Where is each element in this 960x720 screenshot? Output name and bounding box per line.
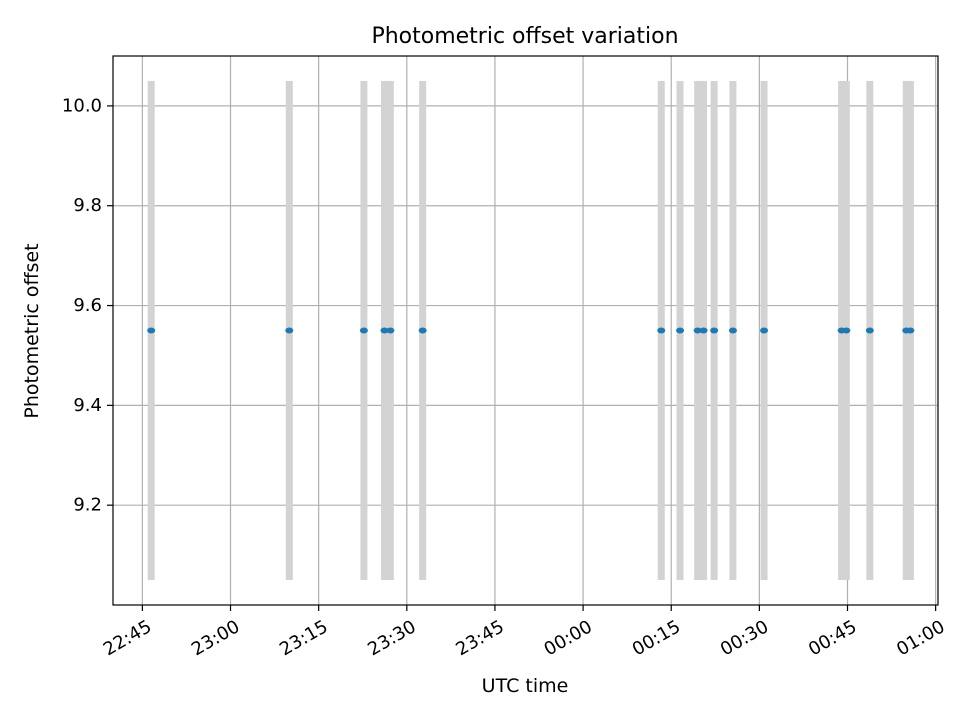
y-tick-label: 9.6 [73, 295, 102, 316]
y-tick-label: 10.0 [62, 95, 102, 116]
data-point [699, 327, 708, 334]
data-point [865, 327, 874, 334]
data-point [693, 327, 702, 334]
data-point [676, 327, 685, 334]
data-point [380, 327, 389, 334]
grid-lines [113, 56, 938, 605]
data-point [710, 327, 719, 334]
chart-title: Photometric offset variation [371, 24, 678, 49]
data-point [147, 327, 156, 334]
x-axis-label: UTC time [482, 675, 569, 697]
data-points [147, 327, 915, 334]
data-point [906, 327, 915, 334]
data-point [760, 327, 769, 334]
y-axis-ticks: 9.2 9.4 9.6 9.8 10.0 [62, 95, 113, 516]
y-tick-label: 9.8 [73, 195, 102, 216]
data-point [386, 327, 395, 334]
data-point [842, 327, 851, 334]
data-point [285, 327, 294, 334]
data-point [418, 327, 427, 334]
data-point [657, 327, 666, 334]
y-tick-label: 9.4 [73, 395, 102, 416]
plot-frame [112, 55, 939, 606]
data-point [359, 327, 368, 334]
y-axis-label: Photometric offset [21, 243, 43, 418]
data-point [728, 327, 737, 334]
y-tick-label: 9.2 [73, 495, 102, 516]
